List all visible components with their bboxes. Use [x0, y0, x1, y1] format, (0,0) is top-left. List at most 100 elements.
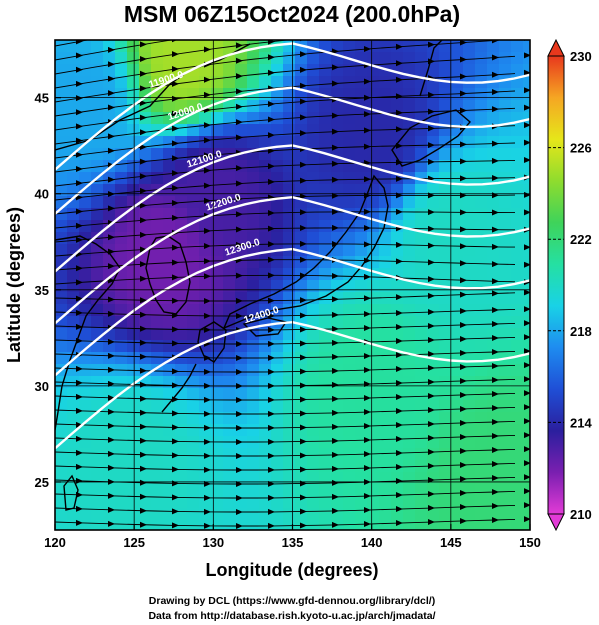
heat-cell: [247, 172, 260, 185]
streamline-arrow: [204, 137, 211, 144]
heat-cell: [463, 340, 476, 353]
heat-cell: [79, 376, 92, 389]
heat-cell: [439, 304, 452, 317]
streamline-arrow: [172, 214, 179, 221]
heat-cell: [79, 412, 92, 425]
heat-cell: [115, 328, 128, 341]
streamline-arrow: [524, 474, 530, 481]
x-tick-label: 125: [123, 535, 145, 550]
streamline: [55, 90, 516, 131]
heat-cell: [319, 280, 332, 293]
heat-cell: [379, 304, 392, 317]
heat-cell: [379, 448, 392, 461]
heat-cell: [211, 484, 224, 497]
heat-cell: [175, 364, 188, 377]
heat-cell: [91, 40, 104, 53]
heat-cell: [499, 244, 512, 257]
heat-cell: [175, 412, 188, 425]
heat-cell: [67, 412, 80, 425]
heat-cell: [295, 496, 308, 509]
streamline-arrow: [364, 241, 371, 248]
heat-cell: [379, 172, 392, 185]
heat-cell: [211, 412, 224, 425]
coastline-ryukyu: [161, 363, 197, 413]
streamline-arrow: [172, 140, 179, 147]
heat-cell: [295, 100, 308, 113]
heat-cell: [283, 292, 296, 305]
heat-cell: [223, 112, 236, 125]
heat-cell: [103, 136, 116, 149]
streamline-arrow: [492, 488, 499, 495]
streamline-arrow: [332, 325, 339, 332]
heat-cell: [139, 316, 152, 329]
heat-cell: [331, 484, 344, 497]
heat-cell: [247, 376, 260, 389]
streamline-arrow: [492, 362, 499, 369]
heat-cell: [91, 352, 104, 365]
streamline-arrow: [428, 350, 435, 357]
streamline: [55, 504, 516, 513]
streamline-arrow: [492, 390, 499, 397]
streamline-arrow: [460, 40, 467, 46]
streamline-arrow: [108, 436, 115, 443]
streamline-arrow: [172, 522, 179, 529]
heat-cell: [295, 304, 308, 317]
streamline: [55, 490, 516, 499]
streamline-arrow: [364, 111, 371, 118]
streamline-arrow: [204, 273, 211, 280]
streamline-arrow: [76, 365, 83, 372]
streamline-arrow: [76, 222, 83, 229]
heat-cell: [175, 184, 188, 197]
heat-cell: [355, 280, 368, 293]
streamline-arrow: [428, 41, 435, 48]
streamline-arrow: [428, 322, 435, 329]
heat-cell: [367, 40, 380, 53]
streamline-arrow: [108, 338, 115, 345]
streamline-arrow: [524, 261, 530, 268]
streamline-arrow: [460, 6, 467, 12]
heat-cell: [379, 388, 392, 401]
streamline-arrow: [428, 276, 435, 283]
streamline-arrow: [524, 320, 530, 327]
heat-cell: [343, 304, 356, 317]
heat-cell: [223, 124, 236, 137]
heat-cell: [151, 76, 164, 89]
streamline-arrow: [332, 240, 339, 247]
heat-cell: [271, 508, 284, 521]
streamline-arrow: [76, 463, 83, 470]
heat-cell: [187, 244, 200, 257]
heat-cell: [55, 448, 68, 461]
heat-cell: [319, 436, 332, 449]
heat-cell: [379, 520, 392, 530]
streamline-arrow: [236, 27, 243, 33]
heat-cell: [463, 520, 476, 530]
streamline-arrow: [492, 278, 499, 285]
heat-cell: [463, 232, 476, 245]
heat-cell: [391, 196, 404, 209]
heat-cell: [439, 100, 452, 113]
heat-cell: [187, 424, 200, 437]
streamline-arrow: [396, 394, 403, 401]
heat-cell: [415, 412, 428, 425]
heat-cell: [487, 364, 500, 377]
heat-cell: [379, 400, 392, 413]
heat-cell: [367, 136, 380, 149]
heat-cell: [103, 424, 116, 437]
heat-cell: [151, 148, 164, 161]
heat-cell: [439, 340, 452, 353]
heat-cell: [343, 184, 356, 197]
heat-cell: [343, 472, 356, 485]
streamline-arrow: [76, 265, 83, 272]
heat-cell: [499, 64, 512, 77]
streamline-arrow: [140, 217, 147, 224]
heat-cell: [499, 484, 512, 497]
heat-cell: [103, 484, 116, 497]
heat-cell: [379, 412, 392, 425]
streamline-arrow: [364, 451, 371, 458]
heat-cell: [343, 40, 356, 53]
heat-cell: [103, 496, 116, 509]
streamline-arrow: [524, 348, 530, 355]
heat-cell: [475, 40, 488, 53]
streamline-arrow: [492, 40, 499, 44]
heat-cell: [115, 64, 128, 77]
